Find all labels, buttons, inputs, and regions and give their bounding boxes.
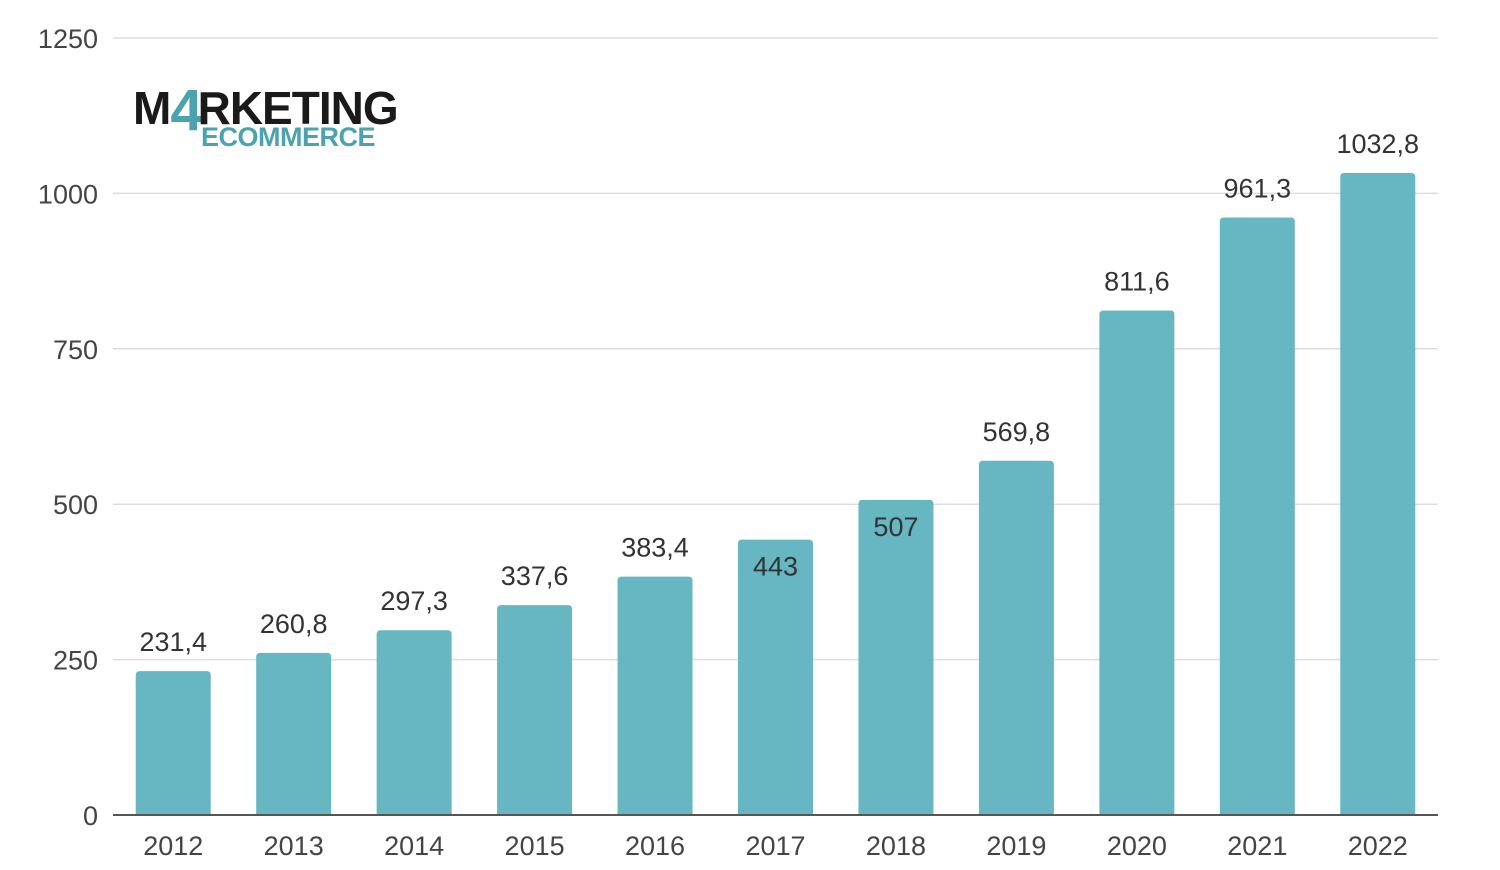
x-tick-label-2020: 2020 bbox=[1107, 831, 1167, 861]
y-tick-label-500: 500 bbox=[53, 490, 98, 520]
brand-logo: M4RKETING ECOMMERCE bbox=[133, 78, 399, 152]
x-tick-label-2012: 2012 bbox=[143, 831, 203, 861]
bar-2014 bbox=[376, 630, 452, 815]
data-label-2020: 811,6 bbox=[1104, 267, 1170, 297]
bar-2015 bbox=[497, 605, 573, 815]
logo-four: 4 bbox=[170, 78, 202, 143]
y-tick-label-0: 0 bbox=[83, 801, 98, 831]
bar-2017 bbox=[738, 539, 813, 815]
bars bbox=[135, 173, 1416, 815]
x-tick-label-2018: 2018 bbox=[866, 831, 926, 861]
bar-2019 bbox=[978, 460, 1054, 815]
x-tick-label-2021: 2021 bbox=[1227, 831, 1287, 861]
y-tick-label-1000: 1000 bbox=[38, 179, 98, 209]
x-tick-label-2017: 2017 bbox=[745, 831, 805, 861]
bar-2016 bbox=[617, 576, 693, 815]
data-labels: 231,4 260,8 297,3 337,6 383,4 443 507 569,8 811,… bbox=[139, 129, 1419, 657]
logo-rketing: RKETING bbox=[198, 82, 398, 134]
data-label-2019: 569,8 bbox=[983, 417, 1051, 447]
x-tick-label-2014: 2014 bbox=[384, 831, 444, 861]
bar-2020 bbox=[1099, 310, 1175, 815]
data-label-2013: 260,8 bbox=[260, 609, 328, 639]
grid-lines bbox=[113, 37, 1438, 661]
data-label-2012: 231,4 bbox=[139, 627, 207, 657]
y-tick-label-250: 250 bbox=[53, 646, 98, 676]
data-label-2014: 297,3 bbox=[380, 586, 448, 616]
data-label-2021: 961,3 bbox=[1224, 173, 1292, 203]
bar-2013 bbox=[256, 652, 332, 815]
x-tick-label-2013: 2013 bbox=[264, 831, 324, 861]
data-label-2017: 443 bbox=[753, 552, 798, 582]
bar-2021 bbox=[1219, 217, 1295, 815]
y-tick-label-750: 750 bbox=[53, 335, 98, 365]
bar-2012 bbox=[135, 671, 211, 815]
x-tick-label-2015: 2015 bbox=[505, 831, 565, 861]
x-tick-label-2022: 2022 bbox=[1348, 831, 1408, 861]
data-label-2015: 337,6 bbox=[501, 561, 569, 591]
y-tick-label-1250: 1250 bbox=[38, 24, 98, 54]
data-label-2016: 383,4 bbox=[621, 533, 689, 563]
x-tick-label-2019: 2019 bbox=[986, 831, 1046, 861]
logo-letter-m: M bbox=[133, 82, 170, 134]
data-label-2018: 507 bbox=[873, 512, 918, 542]
bar-2018 bbox=[858, 499, 934, 815]
bar-2022 bbox=[1340, 173, 1416, 815]
svg-text:M4RKETING: M4RKETING bbox=[133, 78, 398, 143]
logo-ecommerce: ECOMMERCE bbox=[201, 122, 375, 152]
data-label-2022: 1032,8 bbox=[1336, 129, 1419, 159]
x-tick-label-2016: 2016 bbox=[625, 831, 685, 861]
axes: 0 250 500 750 1000 1250 2012 2013 2014 2015 2016 20… bbox=[38, 24, 1438, 861]
